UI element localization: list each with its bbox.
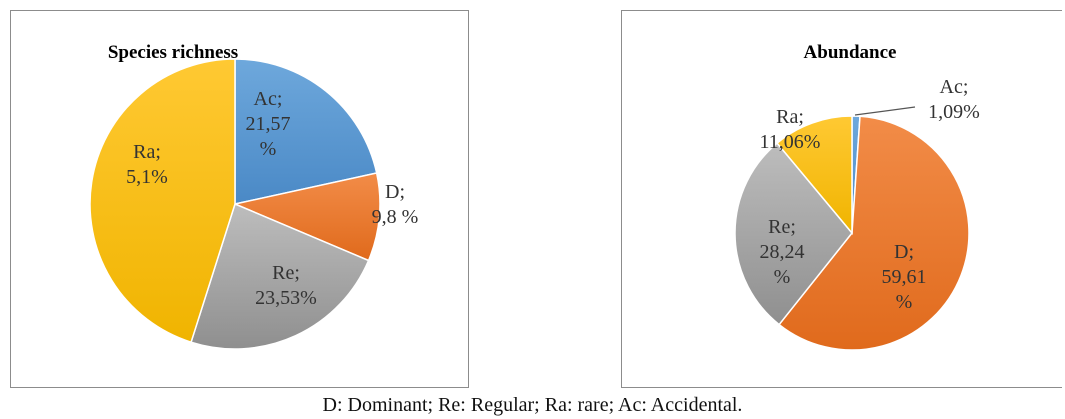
slice-label-re: Re; 28,24% (760, 216, 805, 288)
abundance-panel: Abundance Ac; 1,09% D; 59,61% Re; 28,24% Ra; 11… (621, 10, 1062, 388)
slice-label-ac: Ac; 1,09% (928, 76, 980, 123)
species-richness-panel: Species richness Ac; 21,57% D; 9,8 % Re; 23,5… (10, 10, 469, 388)
pie-slice-ra (776, 115, 853, 236)
slice-label-ac: Ac; 21,57% (246, 88, 291, 160)
slice-label-d: D; 9,8 % (372, 181, 419, 228)
pie-slice-re (734, 142, 853, 326)
ac-leader-line (854, 106, 916, 116)
pie-slice-ac (234, 58, 378, 205)
slice-label-ra: Ra; 5,1% (126, 141, 168, 188)
pie-slice-re (190, 202, 370, 350)
chart-title: Abundance (804, 42, 897, 63)
legend-footnote: D: Dominant; Re: Regular; Ra: rare; Ac: … (322, 394, 743, 416)
slice-label-ra: Ra; 11,06% (760, 106, 821, 153)
slice-label-d: D; 59,61% (882, 241, 927, 313)
slice-label-re: Re; 23,53% (255, 262, 317, 309)
pie-slice-d (232, 172, 381, 262)
species-richness-chart: Species richness Ac; 21,57 % D; 9,8 % Re; 23,5… (89, 42, 419, 350)
chart-title: Species richness (108, 42, 238, 63)
pie-slice-d (778, 115, 970, 351)
abundance-chart: Abundance Ac; 1,09% D; 59,61 % Re; 28,24 % Ra; 11… (734, 42, 980, 351)
pie-slice-ra (89, 58, 236, 344)
